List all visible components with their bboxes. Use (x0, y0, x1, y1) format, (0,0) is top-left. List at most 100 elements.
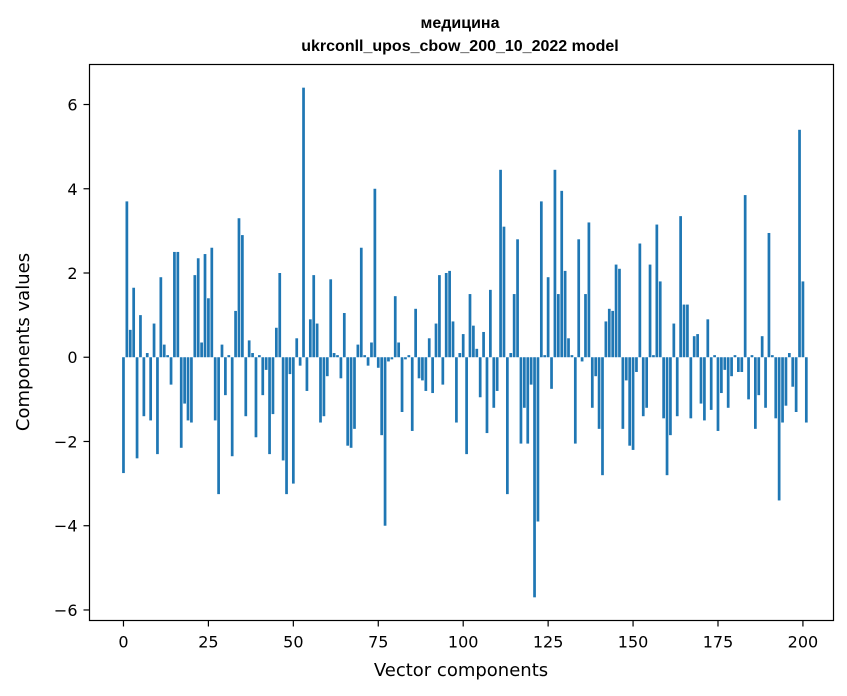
bar-100 (461, 334, 465, 358)
x-tick-label: 100 (448, 633, 479, 652)
bar-91 (431, 357, 434, 394)
bar-154 (645, 357, 649, 408)
bar-66 (346, 357, 350, 446)
y-tick-label: 2 (67, 264, 77, 283)
bar-43 (268, 357, 271, 455)
bar-44 (271, 357, 275, 415)
chart-subtitle: ukrconll_upos_cbow_200_10_2022 model (301, 38, 618, 55)
bar-118 (522, 357, 526, 408)
bar-184 (747, 357, 750, 400)
bar-87 (417, 357, 421, 379)
bar-199 (798, 129, 801, 358)
bar-178 (726, 357, 730, 408)
bar-198 (794, 357, 798, 412)
bar-28 (217, 357, 220, 495)
bar-95 (444, 273, 448, 358)
bar-149 (628, 357, 632, 446)
x-tick-label: 25 (198, 633, 218, 652)
bar-113 (506, 357, 509, 495)
bar-51 (295, 338, 299, 358)
bar-3 (132, 287, 136, 358)
bar-34 (237, 218, 241, 358)
y-tick-label: 4 (67, 180, 77, 199)
bar-145 (614, 264, 618, 358)
y-tick-label: 0 (67, 348, 77, 367)
bar-24 (203, 254, 207, 358)
bar-107 (485, 357, 489, 434)
bar-130 (563, 270, 567, 358)
bar-194 (781, 357, 784, 423)
bar-11 (159, 277, 163, 358)
chart-title: медицина (421, 15, 500, 32)
bar-67 (349, 357, 353, 448)
bar-103 (472, 325, 475, 358)
bar-35 (241, 235, 244, 358)
bar-73 (370, 342, 373, 358)
x-tick-label: 150 (618, 633, 649, 652)
bar-75 (376, 357, 380, 368)
bars (122, 87, 808, 598)
bar-36 (244, 357, 248, 417)
bar-79 (390, 357, 394, 360)
bar-166 (686, 304, 689, 358)
bar-150 (631, 357, 635, 450)
bar-89 (424, 357, 428, 391)
bar-183 (743, 195, 747, 358)
bar-29 (220, 344, 224, 358)
bar-127 (553, 169, 557, 358)
bar-85 (410, 357, 414, 431)
bar-147 (621, 357, 625, 429)
bar-189 (764, 357, 767, 408)
bar-187 (757, 357, 761, 396)
bar-193 (777, 357, 781, 501)
bar-38 (251, 353, 254, 358)
bar-30 (224, 357, 227, 396)
bar-173 (709, 357, 713, 410)
bar-126 (550, 357, 553, 389)
bar-4 (135, 357, 139, 459)
bar-196 (787, 353, 791, 358)
bar-20 (190, 357, 193, 423)
bar-139 (594, 357, 598, 377)
bar-110 (495, 357, 499, 391)
bar-168 (692, 336, 696, 358)
bar-23 (200, 342, 203, 358)
bar-142 (604, 321, 608, 358)
x-tick-label: 0 (118, 633, 128, 652)
bar-77 (383, 357, 387, 526)
bar-158 (658, 281, 662, 358)
bar-162 (672, 323, 676, 358)
bar-121 (533, 357, 536, 598)
bar-57 (315, 323, 319, 358)
bar-48 (285, 357, 288, 495)
y-tick-label: −4 (54, 517, 78, 536)
bar-153 (641, 357, 645, 417)
bar-1 (125, 201, 129, 358)
axes-ticks: 0 25 50 75 100 125 150 175 200 −6 −4 −2 0 2 4 6 (54, 96, 818, 652)
bar-181 (737, 357, 740, 372)
bar-81 (397, 342, 401, 358)
bar-197 (791, 357, 795, 387)
bar-174 (713, 355, 716, 358)
x-tick-label: 50 (283, 633, 303, 652)
bar-136 (584, 294, 587, 358)
bar-49 (288, 357, 292, 375)
bar-134 (577, 239, 581, 358)
bar-78 (387, 357, 390, 362)
bar-148 (624, 357, 628, 381)
bar-146 (618, 268, 621, 358)
bar-88 (421, 357, 424, 381)
bar-200 (801, 281, 805, 358)
bar-188 (760, 336, 764, 358)
bar-128 (556, 294, 560, 358)
bar-167 (689, 357, 693, 419)
bar-135 (580, 357, 584, 362)
bar-39 (254, 357, 258, 438)
bar-93 (438, 275, 441, 358)
bar-64 (339, 357, 343, 379)
bar-155 (648, 264, 652, 358)
bar-33 (234, 310, 237, 358)
bar-105 (478, 357, 482, 398)
bar-98 (455, 357, 458, 423)
bar-152 (638, 243, 642, 358)
